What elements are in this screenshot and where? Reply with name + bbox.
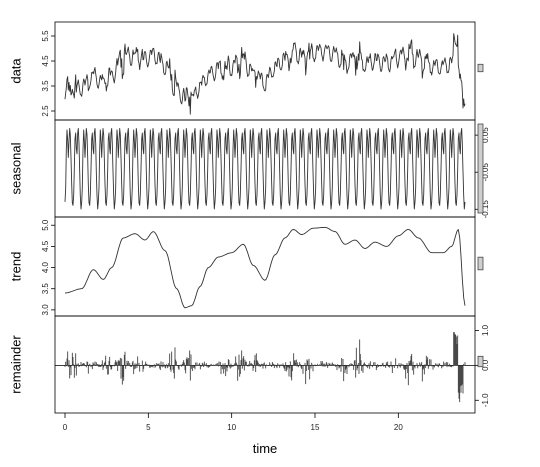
y-tick-label-data: 5.5 [41, 30, 50, 42]
panel-data: 2.5 3.5 4.5 5.5 data [9, 21, 484, 121]
x-tick-label: 10 [227, 423, 236, 432]
series-line-seasonal [64, 127, 466, 210]
y-tick-label-remainder: 1.0 [481, 324, 490, 336]
scale-bar-trend [477, 256, 484, 271]
y-tick-label-seasonal: 0.05 [481, 127, 490, 143]
y-tick-label-seasonal: -0.05 [481, 163, 490, 182]
panel-trend: 3.0 3.5 4.0 4.5 5.0 trend [9, 216, 484, 317]
panels-group: 2.5 3.5 4.5 5.5 data 0.05 -0.05 -0.15 seasonal 3.… [9, 21, 490, 414]
x-tick-label: 15 [311, 423, 320, 432]
scale-bar-data [477, 63, 484, 73]
series-line-trend [64, 226, 466, 309]
x-tick-label: 0 [63, 423, 68, 432]
y-tick-label-data: 3.5 [41, 80, 50, 92]
y-tick-label-data: 4.5 [41, 55, 50, 67]
y-tick-label-data: 2.5 [41, 105, 50, 117]
x-tick-label: 20 [394, 423, 403, 432]
panel-seasonal: 0.05 -0.05 -0.15 seasonal [9, 119, 490, 219]
panel-label-trend: trend [9, 252, 24, 282]
x-tick-label: 5 [146, 423, 151, 432]
y-tick-label-trend: 3.5 [41, 283, 50, 295]
y-tick-label-seasonal: -0.15 [481, 200, 490, 219]
y-tick-label-remainder: -1.0 [481, 393, 490, 407]
x-axis-label: time [253, 441, 278, 456]
scale-bar-remainder [477, 355, 484, 368]
y-tick-label-trend: 4.5 [41, 240, 50, 252]
panel-frame-data [54, 21, 476, 121]
y-tick-label-trend: 5.0 [41, 219, 50, 231]
y-tick-label-trend: 3.0 [41, 304, 50, 316]
panel-label-data: data [9, 58, 24, 84]
series-line-data [64, 33, 466, 115]
panel-label-seasonal: seasonal [9, 142, 24, 194]
y-tick-label-trend: 4.0 [41, 261, 50, 273]
y-tick-label-remainder: 0.0 [481, 359, 490, 371]
scale-bar-seasonal [477, 123, 484, 214]
panel-remainder: 1.0 0.0 -1.0 remainder [9, 315, 490, 414]
x-axis: 0 5 10 15 20 [63, 413, 403, 432]
panel-label-remainder: remainder [9, 335, 24, 394]
panel-frame-remainder [54, 315, 476, 414]
